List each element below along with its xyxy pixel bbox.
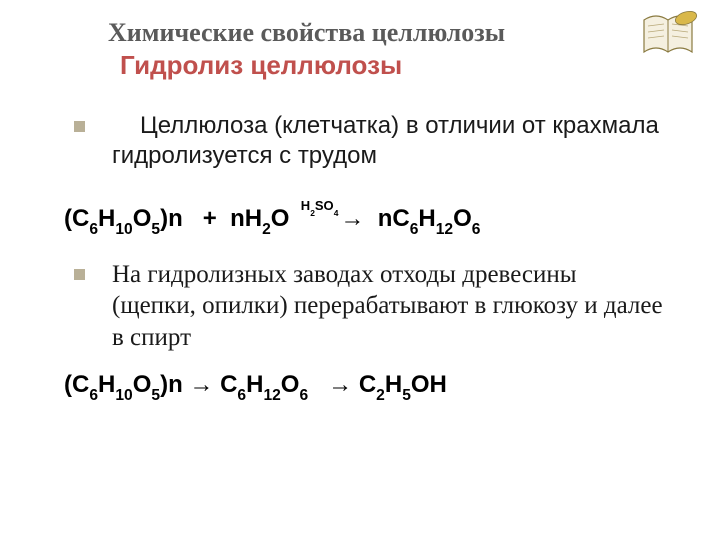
bullet-1: Целлюлоза (клетчатка) в отличии от крахм… xyxy=(64,111,664,171)
bullet-1-text: Целлюлоза (клетчатка) в отличии от крахм… xyxy=(112,112,659,169)
formula-to-ethanol: (C6H10O5)n → C6H12O6 → C2H5OH xyxy=(64,371,664,399)
slide: Химические свойства целлюлозы Гидролиз ц… xyxy=(0,0,720,540)
slide-title: Химические свойства целлюлозы xyxy=(64,18,664,48)
bullet-marker-icon xyxy=(74,121,85,132)
book-icon xyxy=(638,10,698,60)
bullet-2-text: На гидролизных заводах отходы древесины … xyxy=(112,261,663,351)
formula-hydrolysis: (C6H10O5)n + nH2O H2SO4→ nC6H12O6 xyxy=(64,205,664,233)
bullet-2: На гидролизных заводах отходы древесины … xyxy=(64,259,664,353)
slide-subtitle: Гидролиз целлюлозы xyxy=(64,50,664,81)
catalyst-label: H2SO4 xyxy=(301,198,339,213)
bullet-marker-icon xyxy=(74,269,85,280)
